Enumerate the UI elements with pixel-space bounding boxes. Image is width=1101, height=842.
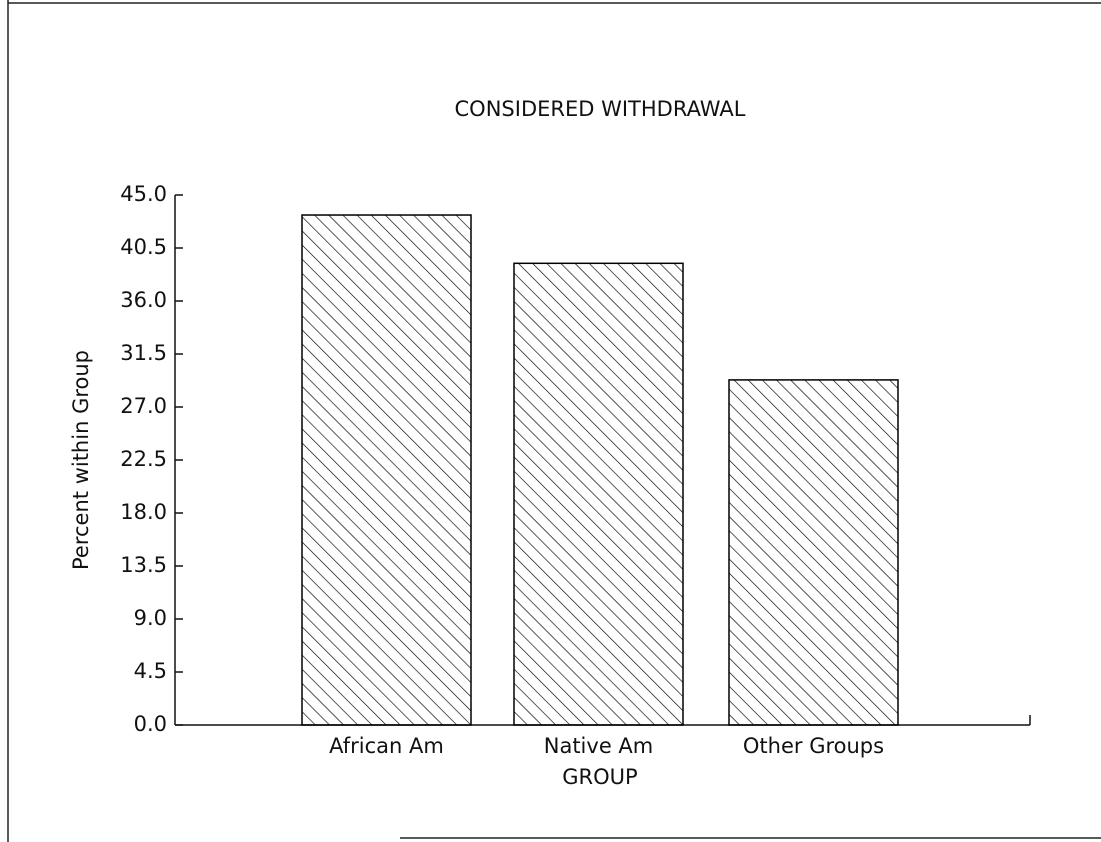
y-tick-label: 31.5 [120, 341, 167, 365]
y-tick-label: 9.0 [134, 606, 167, 630]
y-tick-label: 45.0 [120, 182, 167, 206]
x-axis-label: GROUP [562, 765, 637, 789]
x-tick-label: Native Am [544, 734, 654, 758]
chart-title: CONSIDERED WITHDRAWAL [455, 97, 746, 121]
y-tick-label: 36.0 [120, 288, 167, 312]
x-tick-label: African Am [329, 734, 444, 758]
y-tick-label: 18.0 [120, 500, 167, 524]
y-tick-label: 40.5 [120, 235, 167, 259]
bar [728, 379, 899, 726]
y-tick-label: 0.0 [134, 712, 167, 736]
bar [301, 214, 472, 726]
x-tick-label: Other Groups [743, 734, 884, 758]
y-tick-label: 13.5 [120, 553, 167, 577]
y-axis-label: Percent within Group [69, 350, 93, 570]
bar [513, 262, 684, 726]
y-tick-label: 22.5 [120, 447, 167, 471]
y-tick-label: 4.5 [134, 659, 167, 683]
y-tick-label: 27.0 [120, 394, 167, 418]
